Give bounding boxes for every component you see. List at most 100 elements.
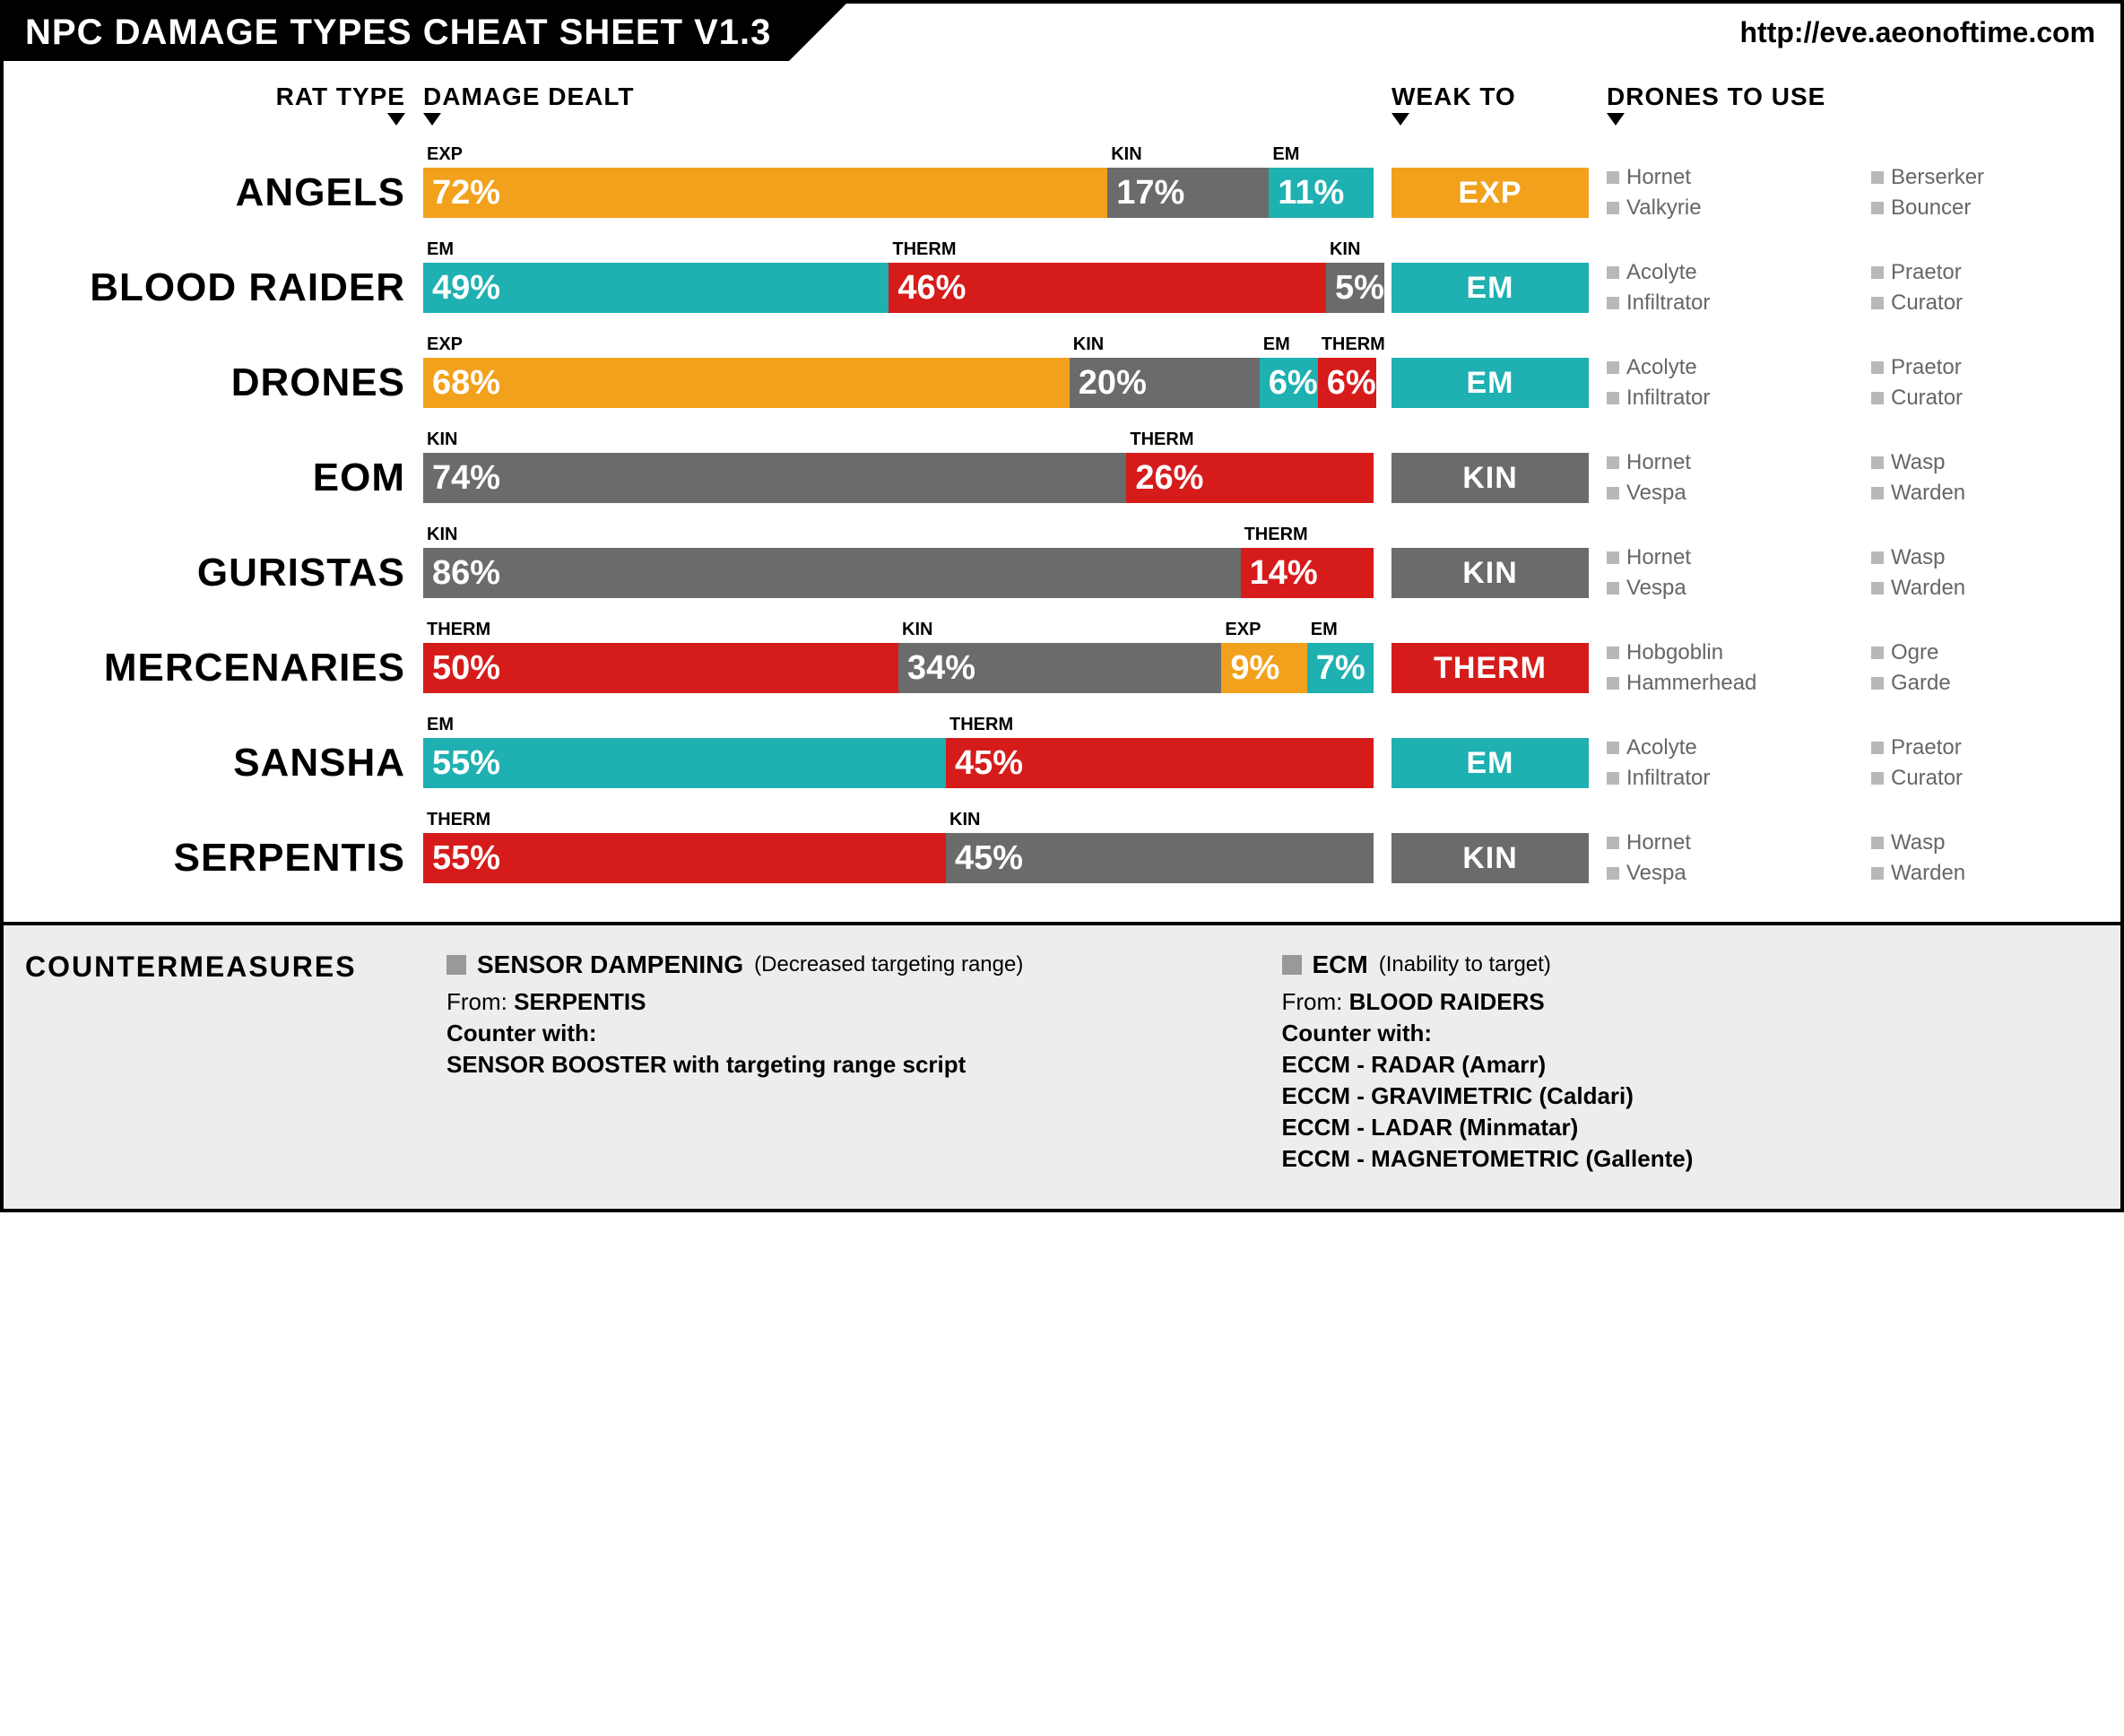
damage-segment: 49%EM (423, 263, 889, 313)
weak-to-badge: THERM (1391, 643, 1589, 693)
damage-row: DRONES68%EXP20%KIN6%EM6%THERMEMAcolytePr… (29, 355, 2095, 411)
drone-name: Hornet (1626, 450, 1691, 475)
damage-row: SERPENTIS55%THERM45%KINKINHornetWaspVesp… (29, 830, 2095, 886)
damage-row: MERCENARIES50%THERM34%KIN9%EXP7%EMTHERMH… (29, 640, 2095, 696)
bullet-icon (1871, 487, 1884, 499)
damage-segment: 46%THERM (889, 263, 1326, 313)
drone-item: Vespa (1607, 861, 1844, 886)
drone-name: Infiltrator (1626, 766, 1710, 791)
bullet-icon (1871, 742, 1884, 754)
cm-head-label: ECM (1313, 950, 1368, 979)
drones-list: HornetWaspVespaWarden (1607, 450, 2109, 506)
weak-to-badge: KIN (1391, 833, 1589, 883)
drone-item: Vespa (1607, 481, 1844, 506)
bullet-icon (1607, 867, 1619, 880)
column-headers: RAT TYPE DAMAGE DEALT WEAK TO DRONES TO … (29, 82, 2095, 126)
bullet-icon (1871, 647, 1884, 659)
segment-type-label: EM (427, 239, 454, 260)
damage-segment: 26%THERM (1126, 453, 1374, 503)
drone-item: Praetor (1871, 735, 2109, 760)
segment-type-label: THERM (1244, 525, 1308, 545)
segment-type-label: KIN (902, 620, 932, 640)
damage-row: ANGELS72%EXP17%KIN11%EMEXPHornetBerserke… (29, 165, 2095, 221)
drone-name: Warden (1891, 481, 1965, 506)
segment-type-label: EXP (1225, 620, 1261, 640)
bullet-icon (1871, 266, 1884, 279)
drone-item: Warden (1871, 481, 2109, 506)
rat-name: MERCENARIES (29, 646, 405, 690)
rat-name: SANSHA (29, 741, 405, 786)
drone-name: Vespa (1626, 861, 1686, 886)
cm-sensor-dampening: SENSOR DAMPENING (Decreased targeting ra… (446, 950, 1264, 1173)
segment-type-label: KIN (1073, 334, 1104, 355)
countermeasures-section: COUNTERMEASURES SENSOR DAMPENING (Decrea… (4, 922, 2120, 1209)
drone-item: Warden (1871, 576, 2109, 601)
drone-name: Valkyrie (1626, 195, 1702, 221)
drone-name: Hornet (1626, 830, 1691, 855)
cm-counter-lines: SENSOR BOOSTER with targeting range scri… (446, 1051, 1264, 1079)
rat-name: DRONES (29, 360, 405, 405)
bullet-icon (1871, 297, 1884, 309)
drone-item: Infiltrator (1607, 291, 1844, 316)
cm-head: SENSOR DAMPENING (Decreased targeting ra… (446, 950, 1264, 979)
cm-counter-line: SENSOR BOOSTER with targeting range scri… (446, 1051, 1264, 1079)
damage-segment: 11%EM (1269, 168, 1374, 218)
bullet-icon (1607, 582, 1619, 595)
segment-type-label: EM (1311, 620, 1338, 640)
content-area: RAT TYPE DAMAGE DEALT WEAK TO DRONES TO … (4, 61, 2120, 922)
cm-counter-label: Counter with: (1282, 1020, 2100, 1047)
rat-name: GURISTAS (29, 551, 405, 595)
drone-item: Hornet (1607, 165, 1844, 190)
cheat-sheet-container: NPC DAMAGE TYPES CHEAT SHEET V1.3 http:/… (0, 0, 2124, 1212)
damage-segment: 50%THERM (423, 643, 898, 693)
bullet-icon (1607, 551, 1619, 564)
bullet-icon (1871, 456, 1884, 469)
damage-bar: 49%EM46%THERM5%KIN (423, 263, 1374, 313)
drone-item: Hobgoblin (1607, 640, 1844, 665)
cm-from: From: BLOOD RAIDERS (1282, 988, 2100, 1016)
damage-segment: 34%KIN (898, 643, 1221, 693)
drone-item: Bouncer (1871, 195, 2109, 221)
drones-list: Hornet Berserker Valkyrie Bouncer (1607, 165, 2109, 221)
drone-name: Curator (1891, 766, 1963, 791)
segment-type-label: THERM (1130, 430, 1193, 450)
bullet-icon (1871, 202, 1884, 214)
drone-name: Praetor (1891, 260, 1962, 285)
drone-name: Warden (1891, 576, 1965, 601)
bullet-icon (1607, 392, 1619, 404)
segment-type-label: KIN (427, 430, 457, 450)
bullet-icon (1871, 551, 1884, 564)
weak-to-badge: EXP (1391, 168, 1589, 218)
col-header-rat: RAT TYPE (29, 82, 405, 126)
cm-from: From: SERPENTIS (446, 988, 1264, 1016)
damage-segment: 45%THERM (946, 738, 1374, 788)
damage-segment: 68%EXP (423, 358, 1070, 408)
segment-type-label: KIN (1111, 144, 1141, 165)
damage-segment: 17%KIN (1107, 168, 1269, 218)
segment-type-label: EXP (427, 144, 463, 165)
damage-segment: 6%THERM (1318, 358, 1376, 408)
drone-item: Curator (1871, 386, 2109, 411)
bullet-icon (1607, 202, 1619, 214)
col-header-weak-label: WEAK TO (1391, 82, 1516, 110)
damage-row: SANSHA55%EM45%THERMEMAcolytePraetorInfil… (29, 735, 2095, 791)
drone-name: Hobgoblin (1626, 640, 1723, 665)
drone-item: Praetor (1871, 260, 2109, 285)
drones-list: AcolytePraetorInfiltratorCurator (1607, 260, 2109, 316)
damage-row: EOM74%KIN26%THERMKINHornetWaspVespaWarde… (29, 450, 2095, 506)
drone-item: Vespa (1607, 576, 1844, 601)
drone-name: Berserker (1891, 165, 1984, 190)
drone-name: Wasp (1891, 545, 1945, 570)
damage-row: GURISTAS86%KIN14%THERMKINHornetWaspVespa… (29, 545, 2095, 601)
rat-name: BLOOD RAIDER (29, 265, 405, 310)
drone-item: Hornet (1607, 450, 1844, 475)
bullet-icon (1871, 677, 1884, 690)
drone-name: Acolyte (1626, 735, 1697, 760)
cm-head-sub: (Decreased targeting range) (754, 952, 1023, 977)
drones-list: HobgoblinOgreHammerheadGarde (1607, 640, 2109, 696)
bullet-icon (1871, 361, 1884, 374)
weak-to-badge: EM (1391, 738, 1589, 788)
drone-name: Vespa (1626, 481, 1686, 506)
segment-type-label: KIN (427, 525, 457, 545)
drone-item: Praetor (1871, 355, 2109, 380)
